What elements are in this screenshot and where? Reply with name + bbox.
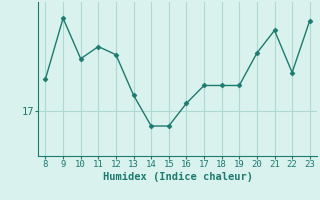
X-axis label: Humidex (Indice chaleur): Humidex (Indice chaleur) — [103, 172, 252, 182]
